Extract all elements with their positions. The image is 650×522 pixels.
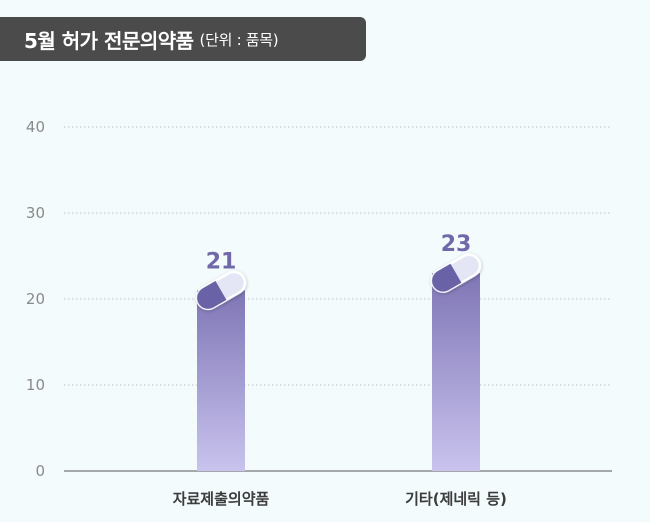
chart-title-tab: 5월 허가 전문의약품 (단위 : 품목) [0, 17, 366, 61]
category-label: 자료제출의약품 [173, 490, 270, 508]
grid-lines [64, 126, 612, 472]
bar [432, 273, 480, 471]
y-tick-label: 30 [26, 204, 45, 222]
y-axis-ticks: 0 10 20 30 40 [26, 118, 45, 480]
y-tick-label: 0 [35, 462, 45, 480]
capsule-pill-icon [430, 253, 482, 293]
bar [197, 290, 245, 471]
y-tick-label: 10 [26, 376, 45, 394]
data-label: 23 [441, 232, 472, 257]
y-tick-label: 40 [26, 118, 45, 136]
bars: 21 23 [195, 232, 482, 471]
x-axis-categories: 자료제출의약품 기타(제네릭 등) [173, 490, 507, 508]
chart-unit-label: (단위 : 품목) [199, 30, 279, 49]
capsule-half [432, 263, 462, 292]
data-label: 21 [206, 249, 237, 274]
chart-title: 5월 허가 전문의약품 [24, 28, 194, 53]
y-tick-label: 20 [26, 290, 45, 308]
capsule-half [197, 280, 227, 309]
category-label: 기타(제네릭 등) [405, 490, 507, 508]
capsule-pill-icon [195, 270, 247, 311]
